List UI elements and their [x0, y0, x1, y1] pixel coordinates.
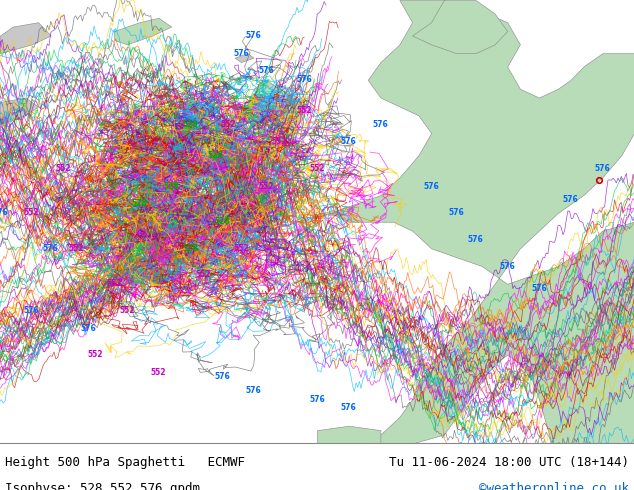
Text: 576: 576 [341, 403, 356, 413]
Text: 552: 552 [297, 106, 312, 115]
Text: 552: 552 [151, 368, 166, 377]
Text: 576: 576 [468, 235, 483, 244]
Text: 576: 576 [341, 137, 356, 147]
Text: 576: 576 [246, 31, 261, 40]
Text: 552: 552 [56, 164, 71, 173]
Text: 528: 528 [164, 182, 179, 191]
Text: 528: 528 [183, 120, 198, 129]
Text: 576: 576 [246, 386, 261, 395]
Text: 576: 576 [0, 208, 8, 218]
Text: 576: 576 [424, 182, 439, 191]
Text: 552: 552 [195, 270, 210, 279]
Text: 552: 552 [24, 208, 39, 218]
Text: 576: 576 [24, 306, 39, 315]
Text: 552: 552 [309, 164, 325, 173]
Text: 528: 528 [214, 217, 230, 226]
Text: 528: 528 [132, 199, 147, 208]
Text: 552: 552 [271, 137, 287, 147]
Text: 552: 552 [221, 120, 236, 129]
Text: 552: 552 [87, 350, 103, 359]
Text: 576: 576 [81, 324, 96, 333]
Text: 576: 576 [595, 164, 610, 173]
Text: 576: 576 [531, 284, 547, 293]
Text: 576: 576 [259, 67, 274, 75]
Text: 552: 552 [259, 182, 274, 191]
Text: 552: 552 [68, 244, 84, 253]
Text: 576: 576 [43, 244, 58, 253]
Text: 576: 576 [214, 372, 230, 381]
Text: 552: 552 [107, 279, 122, 288]
Text: 552: 552 [233, 244, 249, 253]
Text: 528: 528 [183, 244, 198, 253]
Text: 576: 576 [233, 49, 249, 58]
Text: Height 500 hPa Spaghetti   ECMWF: Height 500 hPa Spaghetti ECMWF [5, 457, 245, 469]
Text: 576: 576 [309, 394, 325, 404]
Text: 576: 576 [297, 75, 312, 84]
Text: 552: 552 [119, 306, 134, 315]
Text: ©weatheronline.co.uk: ©weatheronline.co.uk [479, 482, 629, 490]
Text: 576: 576 [373, 120, 388, 129]
Text: Tu 11-06-2024 18:00 UTC (18+144): Tu 11-06-2024 18:00 UTC (18+144) [389, 457, 629, 469]
Text: 576: 576 [449, 208, 464, 218]
Text: 528: 528 [208, 151, 223, 160]
Text: 576: 576 [563, 195, 578, 204]
Text: Isophyse: 528 552 576 gpdm: Isophyse: 528 552 576 gpdm [5, 482, 200, 490]
Text: 576: 576 [500, 262, 515, 270]
